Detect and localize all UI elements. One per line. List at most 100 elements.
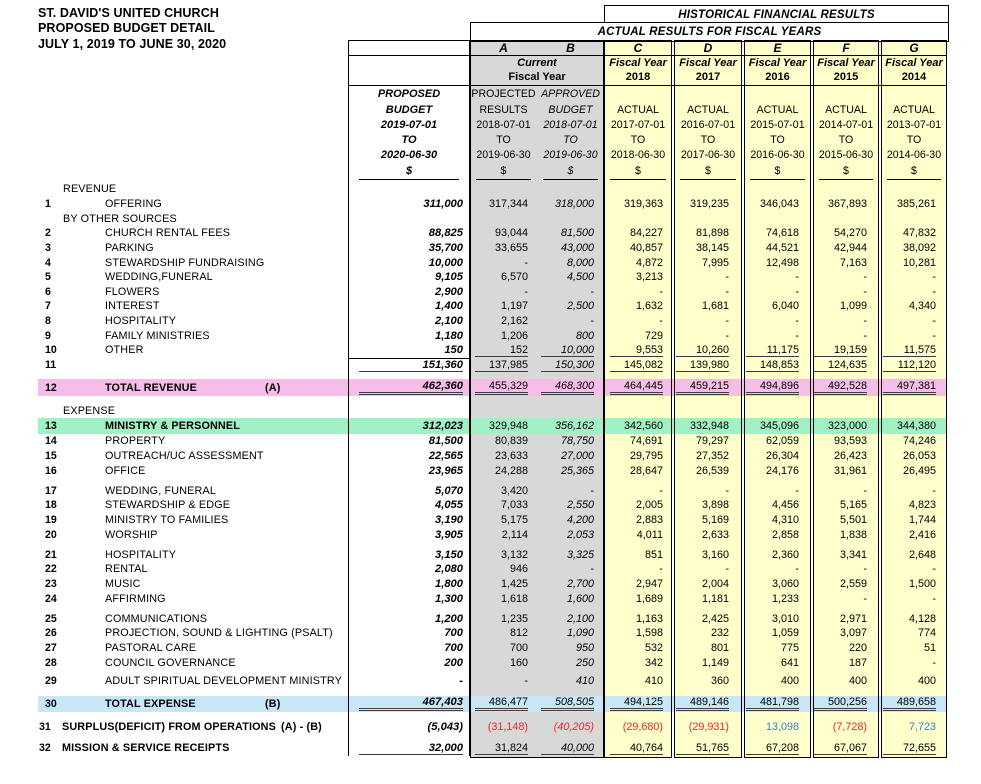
- header-line: TO: [770, 134, 785, 147]
- value-cell-d: -: [672, 314, 742, 329]
- value-cell-c: 851: [604, 547, 672, 562]
- cell-value: 1,689: [635, 592, 663, 605]
- cell-value: -: [795, 285, 799, 298]
- value-cell-g: 344,380: [879, 418, 947, 434]
- value-cell-e: 346,043: [742, 197, 811, 212]
- cell-value: 1,300: [435, 592, 463, 605]
- row-number: 14: [45, 435, 57, 448]
- row-number: 23: [45, 578, 57, 591]
- value-cell-g: 1,744: [879, 513, 947, 528]
- value-cell-e: 67,208: [742, 741, 811, 756]
- value-cell-proposed: 22,565: [348, 449, 470, 464]
- cell-value: 27,352: [695, 449, 729, 462]
- cell-value: -: [590, 315, 594, 328]
- value-cell-proposed: 3,190: [348, 513, 470, 528]
- cell-value: -: [932, 329, 936, 342]
- cell-value: -: [459, 675, 463, 688]
- cell-value: -: [795, 329, 799, 342]
- cell-value: 1,681: [701, 300, 729, 313]
- table-row: EXPENSE: [38, 404, 947, 419]
- value-cell-proposed: 2,900: [348, 284, 470, 299]
- cell-value: 23,965: [428, 464, 463, 477]
- cell-value: 497,381: [883, 380, 936, 396]
- value-cell-c: 1,632: [604, 299, 672, 314]
- header-line: TO: [906, 134, 922, 147]
- actual-results-banner: ACTUAL RESULTS FOR FISCAL YEARS: [470, 22, 949, 42]
- cell-value: -: [863, 329, 867, 342]
- row-number: 6: [45, 285, 51, 298]
- row-number: 3: [45, 241, 51, 254]
- cell-value: -: [725, 484, 729, 497]
- cell-value: 24,176: [765, 464, 799, 477]
- value-cell-c: (29,680): [604, 719, 672, 735]
- cell-value: 4,200: [566, 513, 594, 526]
- value-cell-a: 317,344: [470, 197, 537, 212]
- row-number: 13: [45, 420, 57, 433]
- row-label: CHURCH RENTAL FEES: [62, 226, 348, 241]
- row-label-text: FLOWERS: [105, 285, 160, 298]
- row-label: MUSIC: [62, 577, 348, 592]
- value-cell-e: -: [742, 562, 811, 577]
- cell-value: -: [659, 484, 663, 497]
- cell-value: 51,765: [676, 742, 729, 755]
- cell-value: 79,297: [695, 435, 729, 448]
- cell-value: 11,575: [883, 344, 936, 357]
- cell-value: 187: [848, 656, 867, 669]
- row-label: WEDDING,FUNERAL: [62, 270, 348, 285]
- cell-value: 318,000: [554, 197, 594, 210]
- cell-value: -: [932, 271, 936, 284]
- cell-value: 4,055: [435, 499, 463, 512]
- current-fiscal-year-group: Current Fiscal Year: [470, 55, 604, 85]
- row-number: 25: [45, 612, 57, 625]
- value-cell-c: -: [604, 284, 672, 299]
- cell-value: 1,744: [908, 513, 936, 526]
- row-number: 16: [45, 464, 57, 477]
- value-cell-b: 356,162: [537, 418, 604, 434]
- cell-value: 3,325: [566, 548, 594, 561]
- cell-value: 3,010: [771, 612, 799, 625]
- table-row: 19 MINISTRY TO FAMILIES 3,190 5,175 4,200 2,8…: [38, 513, 947, 528]
- cell-value: 4,011: [636, 528, 663, 541]
- cell-value: 3,097: [839, 627, 867, 640]
- value-cell-g: 489,658: [879, 696, 947, 712]
- row-label-text: MUSIC: [105, 578, 141, 591]
- value-cell-a: 93,044: [470, 226, 537, 241]
- value-cell-d: 2,425: [672, 612, 742, 627]
- cell-value: 62,059: [765, 435, 799, 448]
- value-cell-e: 481,798: [742, 696, 811, 712]
- row-number: 28: [45, 656, 57, 669]
- cell-value: (29,931): [688, 720, 729, 733]
- value-cell-proposed: 150: [348, 343, 470, 358]
- cell-value: 367,893: [827, 197, 867, 210]
- cell-value: 42,944: [833, 241, 867, 254]
- header-line: 2019-07-01: [380, 118, 438, 131]
- value-cell-a: 2,162: [470, 314, 537, 329]
- cell-value: 3,898: [701, 499, 729, 512]
- cell-value: 112,120: [883, 359, 936, 372]
- cell-value: 4,872: [635, 256, 663, 269]
- cell-value: -: [863, 285, 867, 298]
- document-title: PROPOSED BUDGET DETAIL: [38, 21, 215, 36]
- value-cell-proposed: 200: [348, 655, 470, 670]
- value-cell-c: 2,947: [604, 577, 672, 592]
- header-line: 2020-06-30: [380, 149, 438, 162]
- cell-value: 26,423: [833, 449, 867, 462]
- value-cell-a: 137,985: [470, 358, 537, 373]
- row-label-text: AFFIRMING: [105, 592, 166, 605]
- value-cell-c: 1,598: [604, 626, 672, 641]
- row-label: WEDDING, FUNERAL: [62, 483, 348, 498]
- cell-value: 150,300: [541, 359, 594, 372]
- header-line: TO: [496, 134, 511, 147]
- row-label: MINISTRY & PERSONNEL: [62, 418, 348, 434]
- value-cell-b: 3,325: [537, 547, 604, 562]
- value-cell-d: 489,146: [672, 696, 742, 712]
- cell-value: 3,420: [500, 484, 528, 497]
- header-line: ACTUAL: [893, 103, 935, 116]
- cell-value: 93,044: [494, 227, 528, 240]
- value-cell-g: 7,723: [879, 719, 947, 735]
- header-line: TO: [630, 134, 646, 147]
- value-cell-g: 38,092: [879, 241, 947, 256]
- cell-value: 81,898: [695, 227, 729, 240]
- value-cell-proposed: 10,000: [348, 255, 470, 270]
- value-cell-c: 74,691: [604, 434, 672, 449]
